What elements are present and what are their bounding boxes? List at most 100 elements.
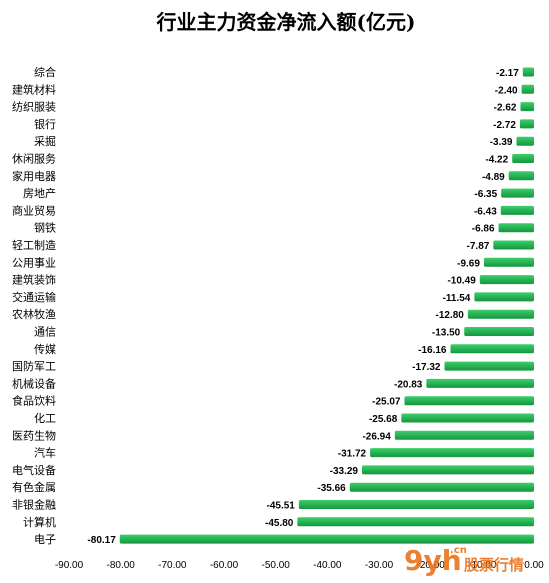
watermark-logo-text: 9yh <box>404 544 462 577</box>
category-label: 通信 <box>34 326 56 339</box>
bar <box>501 188 534 198</box>
category-label: 家用电器 <box>12 169 56 183</box>
bar <box>522 67 534 77</box>
data-label: -16.16 <box>418 345 447 356</box>
data-label: -33.29 <box>330 466 359 477</box>
bar <box>474 292 534 302</box>
bar <box>394 430 534 440</box>
bar <box>479 275 534 285</box>
x-tick-label: -50.00 <box>261 560 290 571</box>
x-tick-label: -70.00 <box>158 560 187 571</box>
data-label: -2.62 <box>494 103 517 114</box>
category-label: 钢铁 <box>34 222 56 235</box>
bar <box>498 223 534 233</box>
category-label: 化工 <box>34 411 56 425</box>
bar <box>464 327 534 336</box>
data-label: -6.43 <box>474 206 497 217</box>
data-label: -10.49 <box>447 276 476 287</box>
chart-title: 行业主力资金净流入额(亿元) <box>156 10 416 34</box>
category-label: 轻工制造 <box>12 238 56 252</box>
category-label: 采掘 <box>34 134 56 148</box>
x-tick-label: -90.00 <box>55 560 84 571</box>
data-label: -4.22 <box>485 155 508 166</box>
data-label: -11.54 <box>443 293 471 304</box>
bar <box>426 378 534 388</box>
category-label: 交通运输 <box>12 290 56 304</box>
data-label: -4.89 <box>482 172 505 183</box>
x-tick-label: 0.00 <box>524 560 544 571</box>
bar <box>298 500 534 509</box>
bar <box>516 136 534 146</box>
data-label: -9.69 <box>457 258 480 269</box>
data-label: -3.39 <box>490 137 513 148</box>
bar <box>450 344 534 354</box>
bar <box>401 413 534 423</box>
data-label: -25.07 <box>372 397 401 408</box>
data-label: -2.40 <box>495 85 518 96</box>
bar <box>119 534 534 544</box>
category-label: 电子 <box>34 533 56 546</box>
bar <box>349 482 534 492</box>
category-label: 有色金属 <box>12 480 56 494</box>
data-label: -26.94 <box>362 431 391 442</box>
category-label: 国防军工 <box>12 359 56 373</box>
category-label: 传媒 <box>34 343 56 356</box>
data-label: -12.80 <box>436 310 465 321</box>
x-tick-label: -10.00 <box>468 560 497 571</box>
data-label: -45.80 <box>265 518 294 529</box>
data-label: -7.87 <box>467 241 490 252</box>
category-label: 银行 <box>34 117 56 131</box>
plot-area: 综合 -2.17 建筑材料 -2.40 纺织服装 -2.62 银行 -2.72 采掘 -3.39 休… <box>12 65 544 571</box>
x-tick-label: -60.00 <box>210 560 239 571</box>
data-label: -2.17 <box>496 68 519 79</box>
bar <box>444 361 534 371</box>
data-label: -80.17 <box>87 535 116 546</box>
data-label: -31.72 <box>338 449 367 460</box>
category-label: 公用事业 <box>12 256 56 269</box>
category-label: 商业贸易 <box>12 203 56 217</box>
bar <box>521 84 534 94</box>
data-label: -13.50 <box>432 328 461 339</box>
category-label: 纺织服装 <box>12 100 56 114</box>
category-label: 非银金融 <box>12 498 56 512</box>
bar <box>362 465 534 475</box>
bar <box>500 205 534 215</box>
bar <box>512 154 534 163</box>
category-label: 建筑材料 <box>12 82 56 96</box>
data-label: -45.51 <box>267 501 296 512</box>
bar <box>493 240 534 250</box>
category-label: 机械设备 <box>12 376 56 390</box>
watermark-brand-text: 股票行情 <box>464 556 524 574</box>
category-label: 农林牧渔 <box>12 307 56 321</box>
category-label: 计算机 <box>23 515 56 529</box>
data-label: -35.66 <box>317 483 346 494</box>
data-label: -6.35 <box>474 189 497 200</box>
bar <box>404 396 534 406</box>
category-label: 综合 <box>34 65 56 79</box>
x-tick-label: -30.00 <box>365 560 394 571</box>
category-label: 建筑装饰 <box>12 273 56 287</box>
data-label: -2.72 <box>493 120 516 131</box>
x-tick-label: -20.00 <box>416 560 445 571</box>
data-label: -6.86 <box>472 224 495 235</box>
data-label: -25.68 <box>369 414 398 425</box>
watermark-domain-text: .cn <box>450 545 467 556</box>
watermark-logo: 9yh .cn 股票行情 <box>404 544 524 577</box>
bar <box>508 171 534 181</box>
bar <box>483 257 534 267</box>
x-tick-label: -40.00 <box>313 560 342 571</box>
bar <box>297 517 534 527</box>
category-label: 医药生物 <box>12 428 56 442</box>
data-label: -20.83 <box>394 379 423 390</box>
category-label: 电气设备 <box>12 463 56 477</box>
category-label: 休闲服务 <box>12 152 56 166</box>
category-label: 食品饮料 <box>12 394 56 408</box>
category-label: 房地产 <box>23 186 56 200</box>
x-tick-label: -80.00 <box>106 560 135 571</box>
bar <box>467 309 534 319</box>
data-label: -17.32 <box>412 362 441 373</box>
bar <box>519 119 534 129</box>
bar <box>370 448 534 458</box>
category-label: 汽车 <box>34 446 56 460</box>
